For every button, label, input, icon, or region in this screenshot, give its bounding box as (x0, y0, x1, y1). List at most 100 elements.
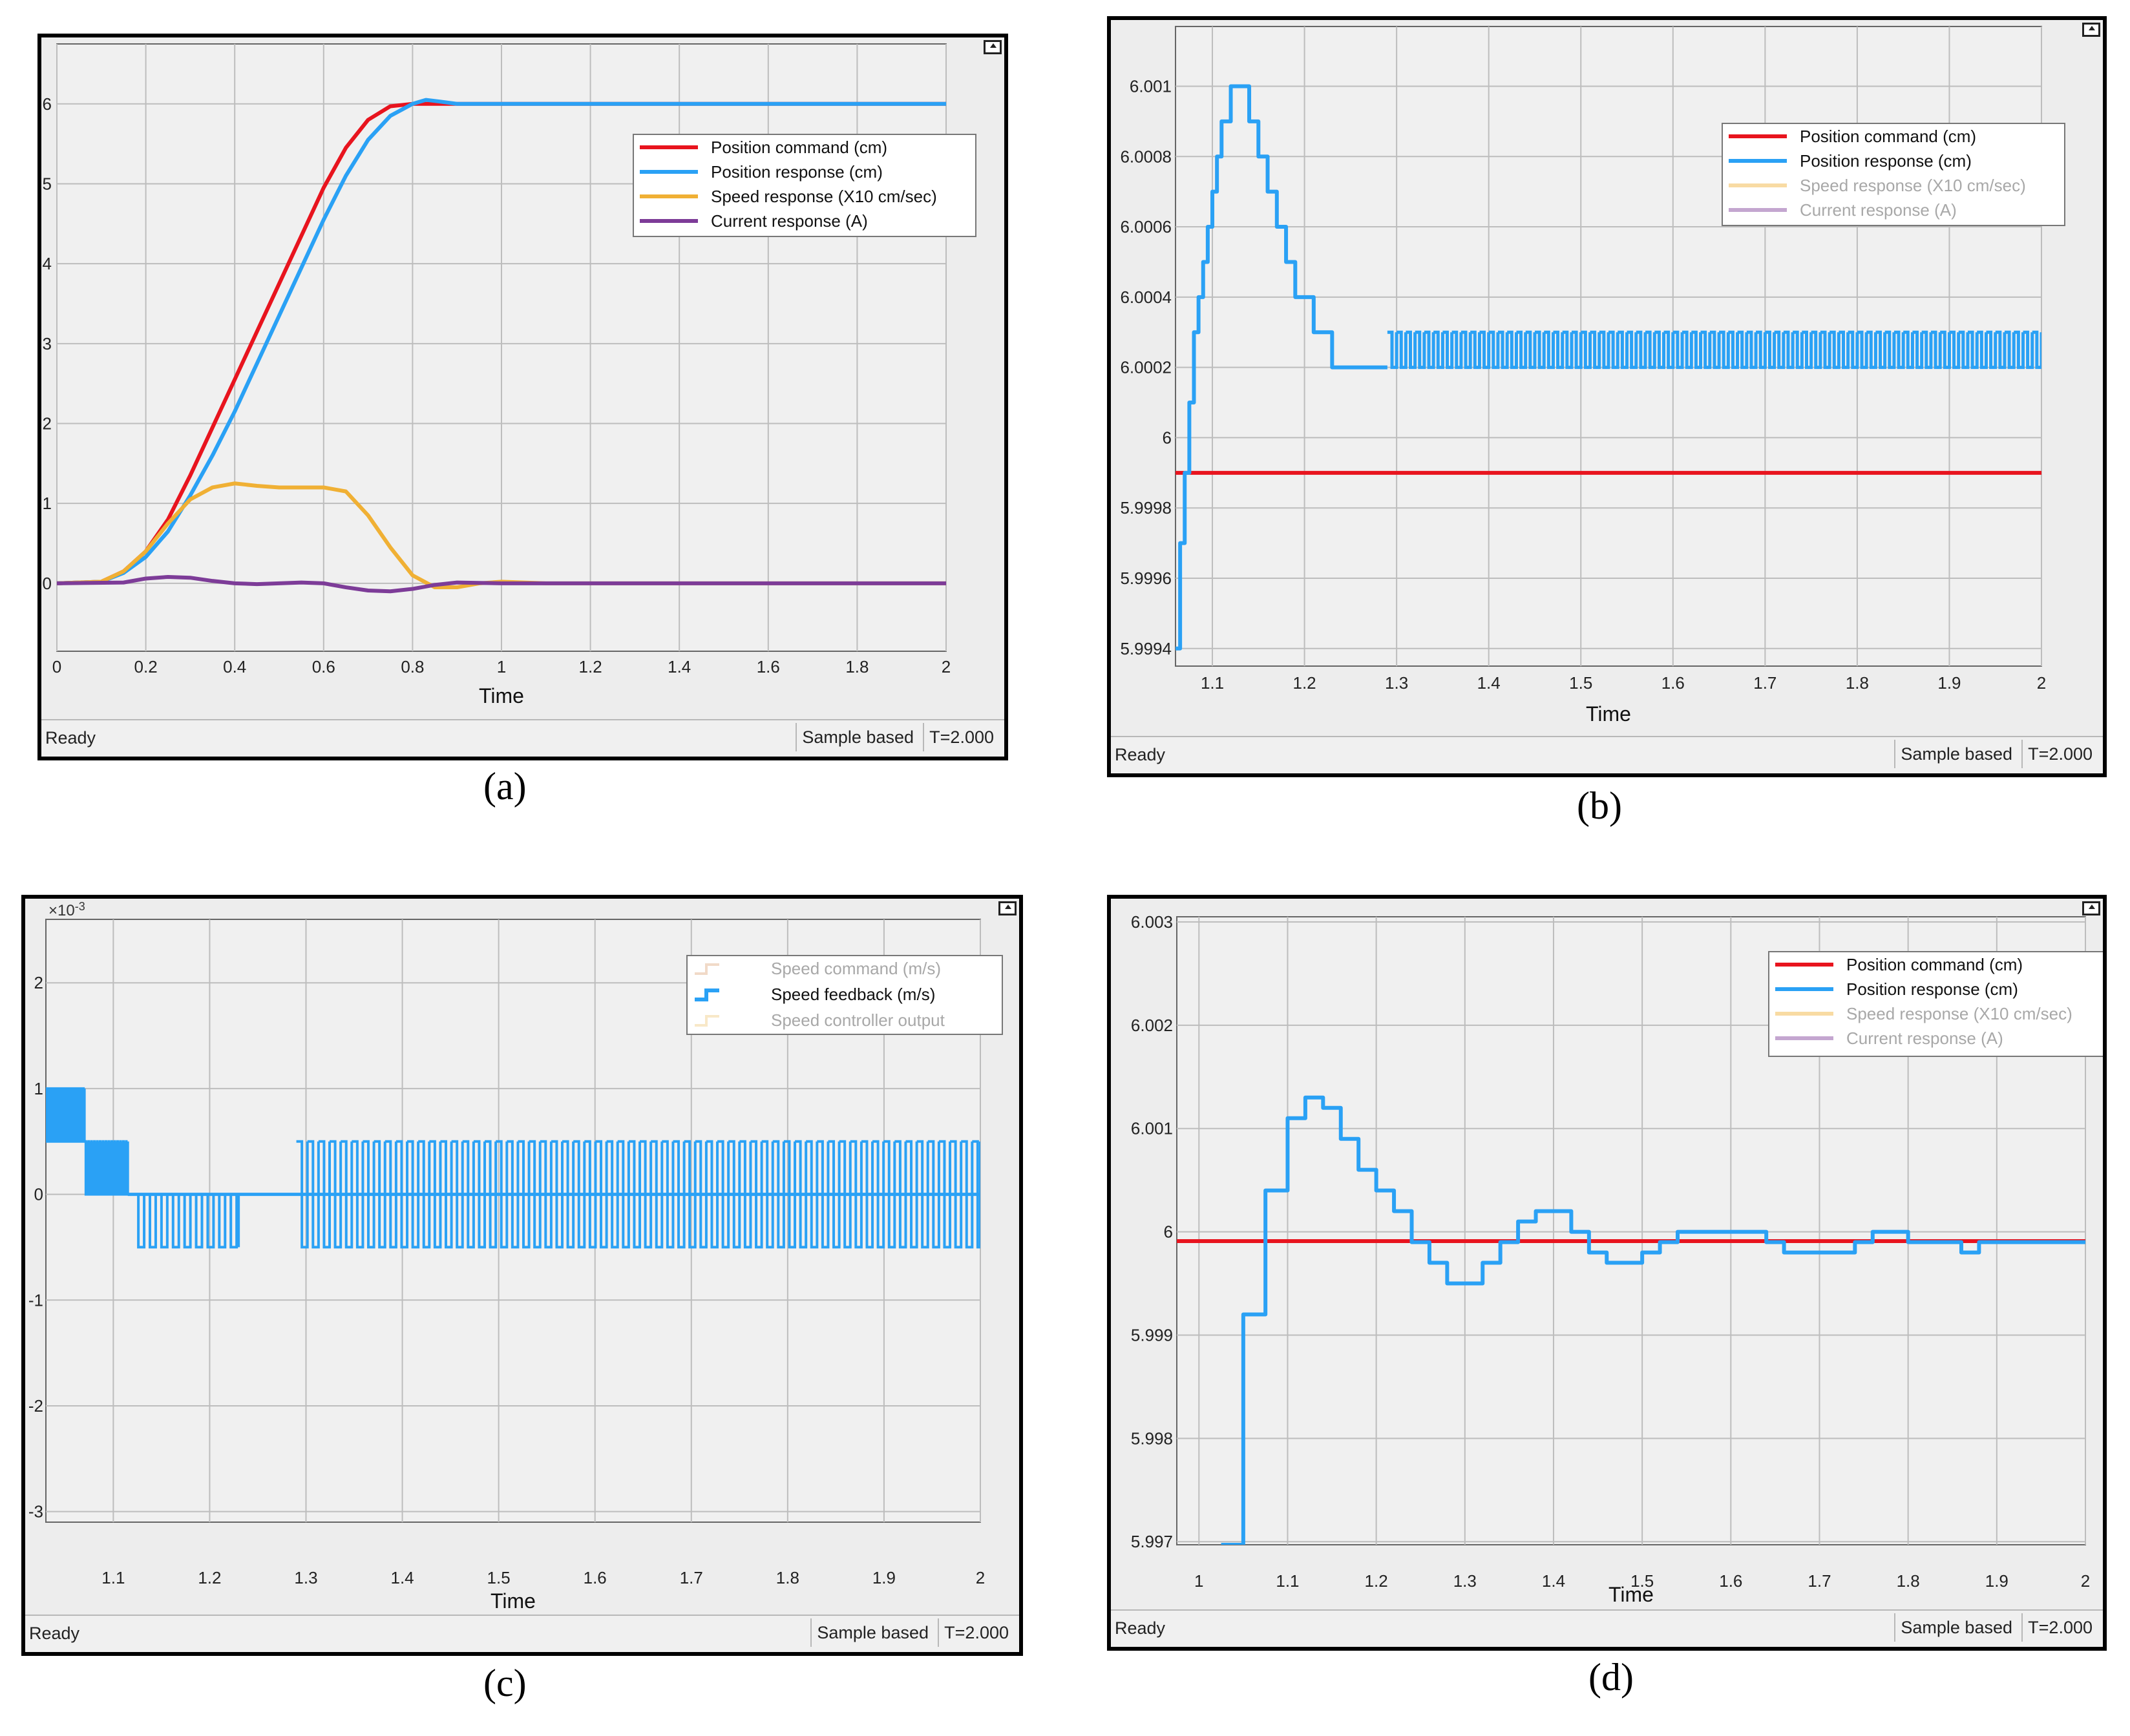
x-tick-label: 1.2 (579, 657, 602, 676)
x-tick-label: 1.6 (1661, 673, 1685, 693)
y-tick-label: 0 (34, 1185, 43, 1204)
status-text: Ready (1115, 1618, 1166, 1638)
series-speed-feedback-m-s-segment (132, 1193, 240, 1249)
y-tick-label: 6 (1164, 1222, 1173, 1242)
x-tick-label: 1.4 (390, 1568, 414, 1587)
x-tick-label: 0.8 (401, 657, 424, 676)
legend-box (1722, 123, 2065, 226)
y-tick-label: 6 (1163, 428, 1172, 447)
y-tick-label: 5.998 (1131, 1428, 1173, 1448)
status-bar: Ready Sample based T=2.000 (41, 719, 1004, 757)
x-tick-label: 1.3 (1453, 1571, 1477, 1591)
legend-label: Position command (cm) (711, 138, 887, 157)
legend-swatch (695, 963, 719, 975)
y-tick-label: 5.9998 (1120, 498, 1172, 518)
scope-plot-d: 1 1.1 1.2 1.3 1.4 1.5 1.6 1.7 1.8 1.9 2 5.997 5.998 5… (1131, 912, 2103, 1606)
undock-icon[interactable] (998, 901, 1017, 915)
x-tick-label: 1.7 (1753, 673, 1777, 693)
x-axis-label: Time (1608, 1583, 1654, 1606)
y-tick-label: 2 (43, 414, 52, 434)
scope-window-a: 0 0.2 0.4 0.6 0.8 1 1.2 1.4 1.6 1.8 2 0 1 2 3 4 5 6 Time Po… (37, 34, 1008, 760)
y-tick-label: 0 (43, 574, 52, 593)
y-tick-label: 6.0006 (1120, 217, 1172, 236)
legend-box (1768, 951, 2103, 1057)
x-tick-label: 1.9 (872, 1568, 896, 1587)
y-exponent-label: ×10-3 (48, 900, 85, 919)
x-tick-label: 1.8 (776, 1568, 799, 1587)
caption-c: (c) (483, 1662, 527, 1704)
x-tick-label: 1.8 (1897, 1571, 1920, 1591)
caption-b: (b) (1577, 784, 1622, 827)
x-tick-label: 2 (976, 1568, 985, 1587)
series-speed-feedback-m-s-segment (46, 1087, 86, 1143)
x-tick-label: 1 (497, 657, 506, 676)
sample-mode: Sample based (810, 1618, 934, 1647)
x-tick-label: 1.2 (198, 1568, 221, 1587)
sim-time: T=2.000 (923, 723, 999, 751)
status-bar: Ready Sample based T=2.000 (1111, 736, 2103, 773)
undock-icon[interactable] (2082, 23, 2100, 37)
x-tick-label: 1.8 (1846, 673, 1869, 693)
x-tick-label: 0.4 (223, 657, 246, 676)
y-tick-label: 6.0002 (1120, 358, 1172, 377)
x-tick-label: 1.1 (1201, 673, 1224, 693)
legend-label: Position response (cm) (1800, 151, 1972, 171)
scope-plot-a: 0 0.2 0.4 0.6 0.8 1 1.2 1.4 1.6 1.8 2 0 1 2 3 4 5 6 Time Po… (43, 43, 976, 707)
x-tick-label: 1 (1194, 1571, 1203, 1591)
y-tick-label: -3 (28, 1502, 43, 1522)
status-text: Ready (1115, 745, 1166, 764)
scope-window-b: 1.1 1.2 1.3 1.4 1.5 1.6 1.7 1.8 1.9 2 5.9994 5.9996… (1107, 16, 2107, 777)
y-exponent-power: -3 (75, 900, 85, 913)
legend-label: Current response (A) (1846, 1029, 2003, 1048)
sample-mode: Sample based (1894, 1613, 2018, 1642)
x-tick-label: 1.6 (584, 1568, 607, 1587)
x-tick-label: 2 (2081, 1571, 2090, 1591)
y-tick-label: 6.0004 (1120, 288, 1172, 307)
status-bar: Ready Sample based T=2.000 (1111, 1609, 2103, 1647)
series-position-response-cm-oscillation (1387, 330, 2041, 370)
undock-icon[interactable] (2082, 901, 2100, 915)
legend-label: Position response (cm) (1846, 979, 2018, 999)
legend: Position command (cm) Position response (… (1768, 951, 2103, 1057)
series-position-response-cm (57, 98, 946, 585)
caption-a: (a) (483, 765, 527, 808)
series-speed-feedback-m-s-segment (84, 1140, 129, 1196)
x-tick-label: 0.2 (134, 657, 158, 676)
y-tick-label: 6.003 (1131, 912, 1173, 932)
series-layer (1176, 84, 2041, 651)
undock-icon[interactable] (984, 40, 1002, 54)
legend: Position command (cm) Position response (… (1722, 123, 2065, 226)
x-tick-label: 1.5 (1630, 1571, 1654, 1591)
x-tick-label: 1.9 (1937, 673, 1961, 693)
x-tick-label: 2 (2037, 673, 2046, 693)
x-tick-label: 1.3 (294, 1568, 317, 1587)
y-tick-label: 5.997 (1131, 1532, 1173, 1551)
sim-time: T=2.000 (2021, 740, 2098, 768)
y-tick-label: 1 (34, 1079, 43, 1098)
legend-label: Speed controller output (771, 1010, 945, 1030)
x-axis-label: Time (479, 684, 524, 707)
y-tick-label: 5 (43, 174, 52, 193)
scope-plot-c: 1.1 1.2 1.3 1.4 1.5 1.6 1.7 1.8 1.9 2 -3 -2 -1 0 1 2 ×10… (28, 900, 1003, 1613)
x-tick-label: 1.9 (1985, 1571, 2009, 1591)
y-tick-label: -1 (28, 1290, 43, 1310)
y-tick-label: 5.9994 (1120, 639, 1172, 658)
scope-plot-b: 1.1 1.2 1.3 1.4 1.5 1.6 1.7 1.8 1.9 2 5.9994 5.9996… (1120, 26, 2065, 726)
y-tick-label: 5.9996 (1120, 569, 1172, 588)
axes: 1 1.1 1.2 1.3 1.4 1.5 1.6 1.7 1.8 1.9 2 5.997 5.998 5… (1131, 912, 2090, 1606)
legend: Speed command (m/s) Speed feedback (m/s) S… (686, 955, 1003, 1035)
y-tick-label: 6 (43, 94, 52, 114)
y-tick-label: 6.002 (1131, 1016, 1173, 1035)
legend-label: Position command (cm) (1800, 127, 1976, 146)
x-tick-label: 1.7 (680, 1568, 703, 1587)
legend-box (686, 955, 1003, 1035)
x-tick-label: 0 (52, 657, 61, 676)
x-tick-label: 1.4 (1542, 1571, 1565, 1591)
y-tick-label: 5.999 (1131, 1325, 1173, 1344)
series-layer (57, 98, 946, 594)
y-tick-label: 1 (43, 494, 52, 513)
sample-mode: Sample based (1894, 740, 2018, 768)
legend-label: Speed response (X10 cm/sec) (711, 187, 937, 206)
status-bar: Ready Sample based T=2.000 (25, 1615, 1019, 1652)
x-axis-label: Time (490, 1589, 536, 1613)
